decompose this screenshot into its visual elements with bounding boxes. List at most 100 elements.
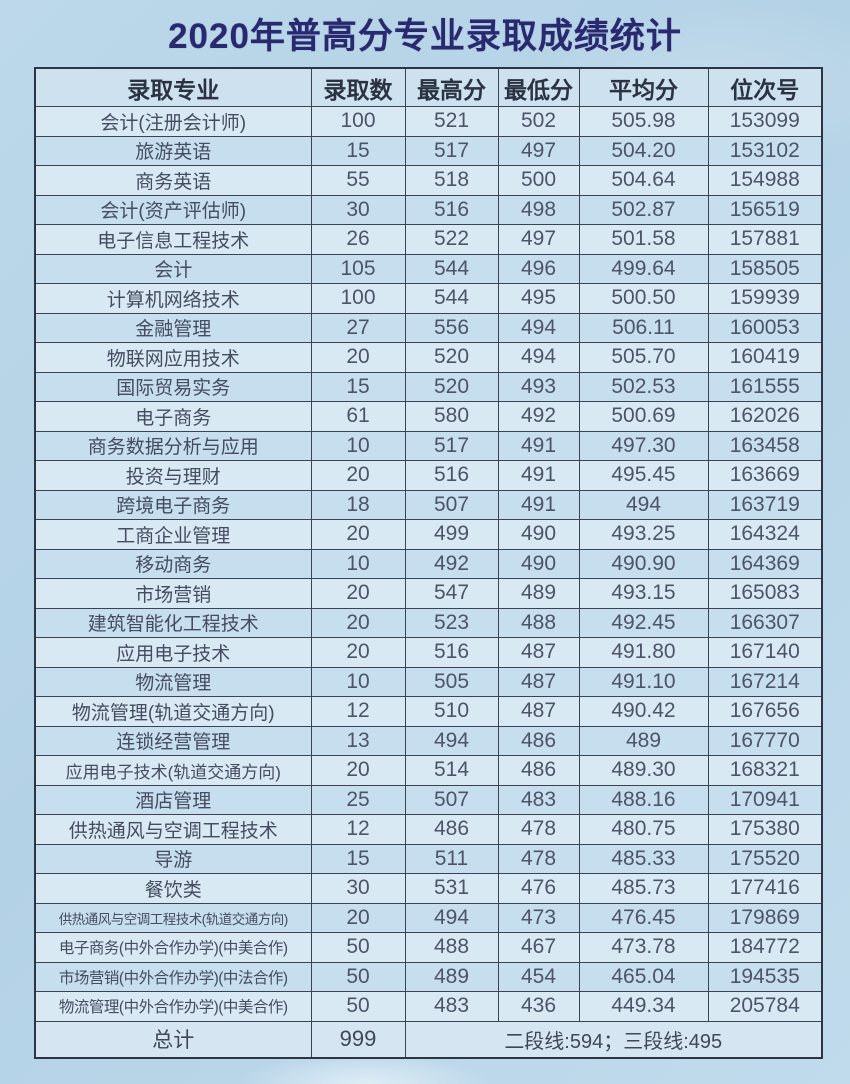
cell-major-name: 酒店管理 [34,784,312,815]
table-body: 会计(注册会计师) 100 521 502 505.98 153099 旅游英语 15 517 4… [34,106,823,1022]
cell-value: 502.53 [578,371,709,402]
cell-value: 161555 [707,371,823,402]
cell-value: 494 [404,725,499,756]
cell-value: 487 [497,637,580,668]
column-header: 位次号 [707,67,823,107]
cell-major-name: 供热通风与空调工程技术(轨道交通方向) [34,902,312,933]
cell-value: 489 [578,725,709,756]
cell-value: 170941 [707,784,823,815]
cell-major-name: 市场营销 [34,578,312,609]
table-row: 物流管理 10 505 487 491.10 167214 [34,666,823,697]
cell-value: 504.64 [578,165,709,196]
cell-value: 20 [310,342,406,373]
header-row: 录取专业 录取数 最高分 最低分 平均分 位次号 [34,67,823,107]
cell-value: 30 [310,194,406,225]
cell-value: 580 [404,401,499,432]
cell-major-name: 国际贸易实务 [34,371,312,402]
cell-value: 10 [310,548,406,579]
table-row: 物联网应用技术 20 520 494 505.70 160419 [34,342,823,373]
table-row: 酒店管理 25 507 483 488.16 170941 [34,784,823,815]
table-row: 餐饮类 30 531 476 485.73 177416 [34,873,823,904]
cell-value: 473 [497,902,580,933]
cell-value: 13 [310,725,406,756]
cell-value: 15 [310,371,406,402]
cell-value: 488.16 [578,784,709,815]
cell-value: 162026 [707,401,823,432]
cell-value: 473.78 [578,932,709,963]
cell-value: 483 [497,784,580,815]
cell-major-name: 应用电子技术(轨道交通方向) [34,755,312,786]
cell-value: 507 [404,784,499,815]
cell-value: 507 [404,489,499,520]
cell-value: 465.04 [578,961,709,992]
cell-value: 516 [404,194,499,225]
table-row: 旅游英语 15 517 497 504.20 153102 [34,135,823,166]
cell-value: 30 [310,873,406,904]
cell-major-name: 金融管理 [34,312,312,343]
table-row: 电子商务 61 580 492 500.69 162026 [34,401,823,432]
cell-value: 493.25 [578,519,709,550]
cell-value: 500.69 [578,401,709,432]
cell-value: 454 [497,961,580,992]
cell-value: 163719 [707,489,823,520]
cell-value: 497 [497,224,580,255]
cell-value: 476.45 [578,902,709,933]
cell-value: 489 [404,961,499,992]
cell-value: 490 [497,519,580,550]
cell-value: 516 [404,637,499,668]
cell-value: 483 [404,991,499,1022]
cell-value: 490.90 [578,548,709,579]
cell-value: 502.87 [578,194,709,225]
total-row: 总计 999 二段线:594；三段线:495 [34,1020,823,1058]
table-row: 市场营销(中外合作办学)(中法合作) 50 489 454 465.04 194535 [34,961,823,992]
page-title: 2020年普高分专业录取成绩统计 [168,17,682,56]
cell-value: 494 [404,902,499,933]
cell-value: 160419 [707,342,823,373]
cell-value: 514 [404,755,499,786]
cell-value: 492 [404,548,499,579]
cell-value: 497 [497,135,580,166]
cutoff-note: 二段线:594；三段线:495 [404,1020,823,1058]
cell-major-name: 连锁经营管理 [34,725,312,756]
cell-major-name: 跨境电子商务 [34,489,312,520]
cell-value: 494 [578,489,709,520]
cell-value: 496 [497,253,580,284]
cell-value: 20 [310,519,406,550]
cell-value: 25 [310,784,406,815]
cell-major-name: 商务英语 [34,165,312,196]
table-row: 投资与理财 20 516 491 495.45 163669 [34,460,823,491]
cell-value: 494 [497,312,580,343]
cell-value: 488 [404,932,499,963]
table-row: 市场营销 20 547 489 493.15 165083 [34,578,823,609]
cell-major-name: 移动商务 [34,548,312,579]
cell-value: 12 [310,696,406,727]
cell-value: 15 [310,843,406,874]
cell-value: 547 [404,578,499,609]
cell-major-name: 市场营销(中外合作办学)(中法合作) [34,961,312,992]
table-row: 会计(注册会计师) 100 521 502 505.98 153099 [34,106,823,137]
cell-value: 489 [497,578,580,609]
table-row: 会计(资产评估师) 30 516 498 502.87 156519 [34,194,823,225]
cell-value: 501.58 [578,224,709,255]
cell-value: 505.98 [578,106,709,137]
table-row: 导游 15 511 478 485.33 175520 [34,843,823,874]
cell-major-name: 物流管理(中外合作办学)(中美合作) [34,991,312,1022]
cell-value: 26 [310,224,406,255]
cell-major-name: 物联网应用技术 [34,342,312,373]
cell-value: 168321 [707,755,823,786]
cell-value: 489.30 [578,755,709,786]
table-row: 跨境电子商务 18 507 491 494 163719 [34,489,823,520]
cell-value: 500 [497,165,580,196]
cell-value: 520 [404,371,499,402]
cell-major-name: 会计(资产评估师) [34,194,312,225]
cell-value: 544 [404,283,499,314]
column-header: 最高分 [404,67,499,107]
cell-major-name: 电子商务(中外合作办学)(中美合作) [34,932,312,963]
cell-value: 55 [310,165,406,196]
cell-value: 50 [310,932,406,963]
cell-value: 544 [404,253,499,284]
cell-major-name: 商务数据分析与应用 [34,430,312,461]
cell-value: 177416 [707,873,823,904]
table-row: 金融管理 27 556 494 506.11 160053 [34,312,823,343]
cell-value: 154988 [707,165,823,196]
